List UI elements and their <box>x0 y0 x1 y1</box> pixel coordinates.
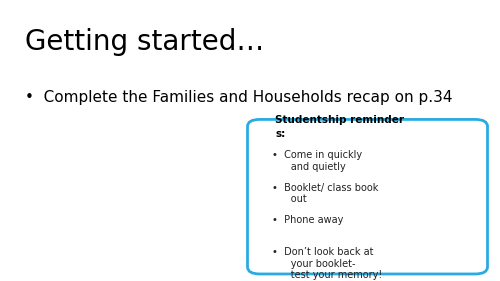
FancyBboxPatch shape <box>248 119 488 274</box>
Text: s:: s: <box>275 129 285 139</box>
Text: •  Phone away: • Phone away <box>272 215 344 225</box>
Text: •  Come in quickly
      and quietly: • Come in quickly and quietly <box>272 150 362 172</box>
Text: Studentship reminder: Studentship reminder <box>275 115 404 125</box>
Text: •  Complete the Families and Households recap on p.34: • Complete the Families and Households r… <box>25 90 452 105</box>
Text: •  Don’t look back at
      your booklet-
      test your memory!: • Don’t look back at your booklet- test … <box>272 247 383 280</box>
Text: •  Booklet/ class book
      out: • Booklet/ class book out <box>272 183 379 204</box>
Text: Getting started…: Getting started… <box>25 28 264 56</box>
